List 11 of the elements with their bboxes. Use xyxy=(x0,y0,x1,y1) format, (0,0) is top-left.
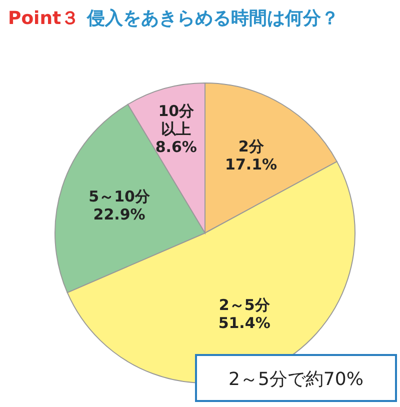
data-label: 17.1% xyxy=(225,156,278,174)
data-label: 22.9% xyxy=(93,205,146,224)
chart-subtitle: Point３ xyxy=(8,8,80,29)
slice-label: 2分 xyxy=(238,138,265,156)
chart-title: 侵入をあきらめる時間は何分？ xyxy=(86,8,340,29)
slice-label: 10分以上 xyxy=(158,102,196,138)
data-label: 8.6% xyxy=(155,138,197,156)
data-label: 51.4% xyxy=(218,314,270,332)
text: 2～5分で約70% xyxy=(228,369,364,390)
slice-label: 5～10分 xyxy=(88,187,151,206)
slice-label: 2～5分 xyxy=(218,296,271,314)
